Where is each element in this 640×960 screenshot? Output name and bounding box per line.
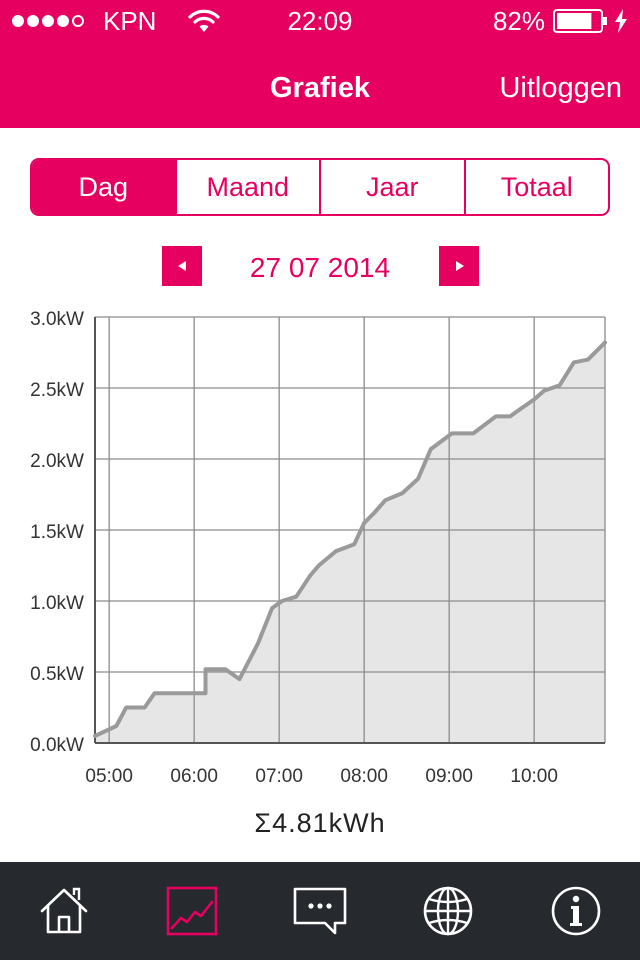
- next-date-button[interactable]: [439, 246, 479, 286]
- arrow-right-icon: [456, 261, 464, 271]
- arrow-left-icon: [178, 261, 186, 271]
- info-icon: [551, 886, 601, 936]
- segment-total[interactable]: Totaal: [463, 160, 609, 214]
- segment-day[interactable]: Dag: [32, 160, 175, 214]
- chart-x-tick-label: 09:00: [425, 766, 473, 787]
- chart-x-tick-label: 07:00: [255, 766, 303, 787]
- status-bar: KPN 22:09 82%: [0, 0, 640, 40]
- segment-year-label: Jaar: [365, 171, 419, 202]
- logout-button[interactable]: Uitloggen: [499, 72, 622, 104]
- home-icon: [40, 887, 88, 934]
- chart-y-tick-label: 0.5kW: [30, 664, 84, 685]
- chat-icon: [293, 887, 347, 935]
- segment-day-label: Dag: [78, 171, 129, 202]
- segment-year[interactable]: Jaar: [319, 160, 464, 214]
- date-navigator: 27 07 2014: [0, 246, 640, 288]
- period-segmented-control: Dag Maand Jaar Totaal: [30, 158, 610, 216]
- chart-y-tick-label: 1.5kW: [30, 522, 84, 543]
- segment-total-label: Totaal: [500, 171, 573, 202]
- chart-y-tick-label: 0.0kW: [30, 735, 84, 756]
- power-chart: 0.0kW 0.5kW 1.0kW 1.5kW 2.0kW 2.5kW 3.0kW 05:00…: [0, 300, 640, 800]
- power-chart-svg: 0.0kW 0.5kW 1.0kW 1.5kW 2.0kW 2.5kW 3.0kW 05:00…: [30, 309, 607, 787]
- header: KPN 22:09 82% Grafiek Uitloggen: [0, 0, 640, 128]
- chart-power-line: [93, 340, 607, 738]
- segment-month-label: Maand: [206, 171, 290, 202]
- wifi-icon: [188, 9, 220, 32]
- carrier-name: KPN: [103, 6, 157, 36]
- selected-date: 27 07 2014: [249, 252, 391, 283]
- chart-x-tick-label: 05:00: [85, 766, 133, 787]
- previous-date-button[interactable]: [162, 246, 202, 286]
- chart-x-tick-label: 10:00: [510, 766, 558, 787]
- charging-bolt-icon: [615, 9, 627, 33]
- chart-icon: [166, 886, 218, 936]
- status-time: 22:09: [287, 6, 353, 36]
- tab-chart[interactable]: [128, 862, 256, 960]
- tab-home[interactable]: [0, 862, 128, 960]
- globe-icon: [423, 886, 473, 936]
- tab-bar: [0, 862, 640, 960]
- battery-percentage: 82%: [492, 6, 545, 36]
- chart-y-tick-label: 3.0kW: [30, 309, 84, 330]
- segment-month[interactable]: Maand: [174, 160, 320, 214]
- tab-info[interactable]: [512, 862, 640, 960]
- chart-y-tick-label: 1.0kW: [30, 593, 84, 614]
- chart-x-tick-label: 08:00: [340, 766, 388, 787]
- tab-messages[interactable]: [256, 862, 384, 960]
- battery-icon: [553, 9, 607, 33]
- chart-y-tick-label: 2.0kW: [30, 451, 84, 472]
- chart-x-tick-label: 06:00: [170, 766, 218, 787]
- chart-y-tick-label: 2.5kW: [30, 380, 84, 401]
- energy-total: Σ4.81kWh: [254, 808, 386, 838]
- signal-strength-icon: [12, 13, 87, 29]
- chart-area-fill: [95, 342, 605, 743]
- tab-web[interactable]: [384, 862, 512, 960]
- page-title: Grafiek: [270, 72, 370, 104]
